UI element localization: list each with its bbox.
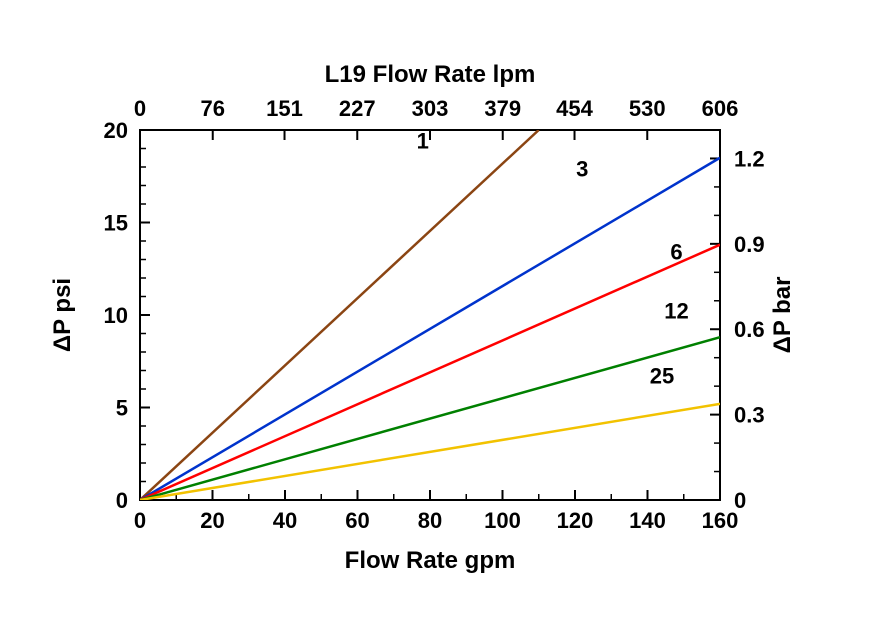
svg-text:0: 0 [734, 488, 746, 513]
svg-text:5: 5 [116, 396, 128, 421]
svg-text:L19 Flow Rate lpm: L19 Flow Rate lpm [325, 61, 536, 88]
svg-text:379: 379 [484, 96, 521, 121]
svg-text:ΔP psi: ΔP psi [49, 278, 76, 352]
svg-text:20: 20 [104, 118, 128, 143]
pressure-flow-chart: 020406080100120140160Flow Rate gpm076151… [0, 0, 882, 626]
svg-text:227: 227 [339, 96, 376, 121]
svg-text:76: 76 [200, 96, 224, 121]
svg-text:0: 0 [116, 488, 128, 513]
svg-text:0.9: 0.9 [734, 232, 765, 257]
svg-text:10: 10 [104, 303, 128, 328]
svg-text:40: 40 [273, 508, 297, 533]
svg-text:12: 12 [664, 299, 688, 324]
svg-text:3: 3 [576, 156, 588, 181]
svg-text:1.2: 1.2 [734, 146, 765, 171]
svg-text:20: 20 [200, 508, 224, 533]
svg-text:120: 120 [557, 508, 594, 533]
svg-text:1: 1 [417, 129, 429, 154]
svg-text:0.3: 0.3 [734, 403, 765, 428]
svg-text:303: 303 [412, 96, 449, 121]
svg-text:15: 15 [104, 211, 128, 236]
svg-text:606: 606 [702, 96, 739, 121]
svg-text:Flow Rate gpm: Flow Rate gpm [345, 547, 516, 574]
svg-text:0: 0 [134, 508, 146, 533]
svg-text:160: 160 [702, 508, 739, 533]
svg-text:0.6: 0.6 [734, 317, 765, 342]
svg-text:6: 6 [670, 240, 682, 265]
svg-text:530: 530 [629, 96, 666, 121]
svg-text:454: 454 [556, 96, 593, 121]
svg-text:25: 25 [650, 363, 674, 388]
svg-text:0: 0 [134, 96, 146, 121]
chart-svg: 020406080100120140160Flow Rate gpm076151… [0, 0, 882, 626]
svg-text:60: 60 [345, 508, 369, 533]
svg-text:140: 140 [629, 508, 666, 533]
svg-text:ΔP bar: ΔP bar [769, 277, 796, 354]
svg-text:100: 100 [484, 508, 521, 533]
svg-text:151: 151 [266, 96, 303, 121]
svg-text:80: 80 [418, 508, 442, 533]
